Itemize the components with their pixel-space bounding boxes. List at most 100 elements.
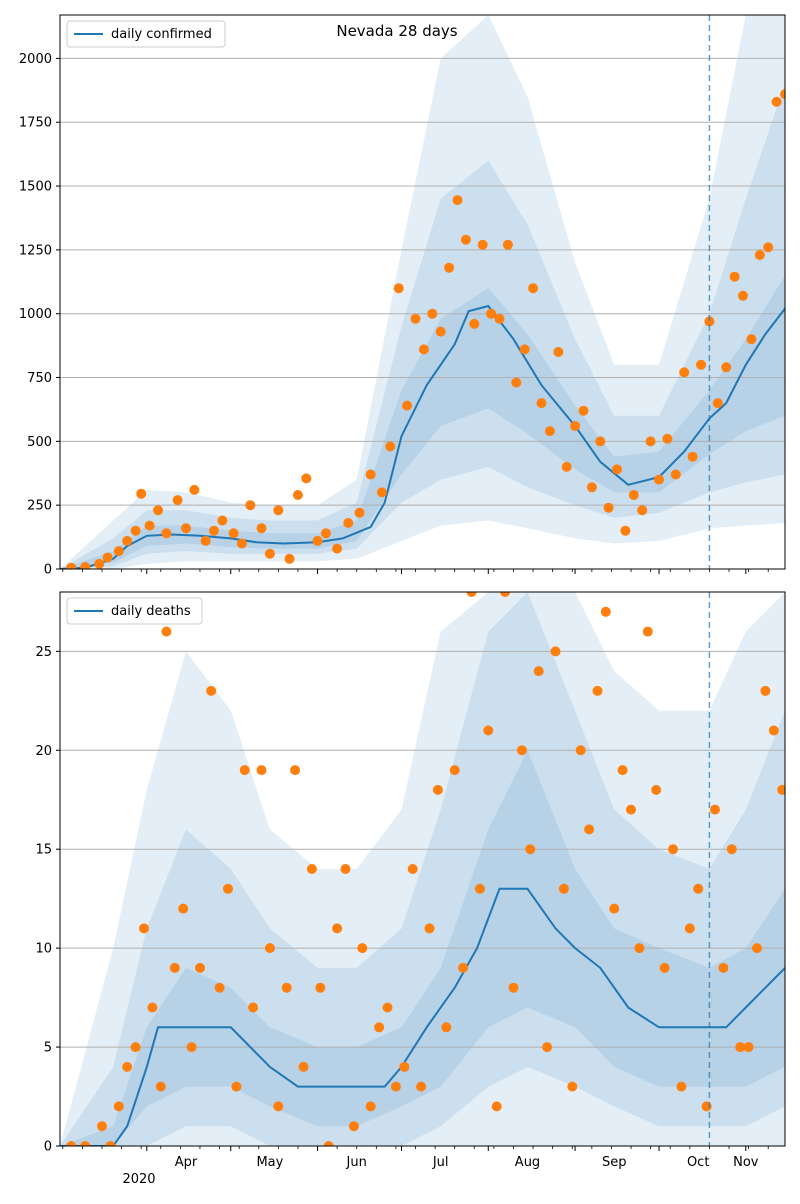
deaths-data-point — [684, 923, 695, 934]
confirmed-data-point — [200, 535, 211, 546]
confirmed-data-point — [320, 528, 331, 539]
deaths-data-point — [298, 1061, 309, 1072]
deaths-data-point — [161, 626, 172, 637]
deaths-data-point — [634, 943, 645, 954]
deaths-data-point — [533, 666, 544, 677]
confirmed-data-point — [511, 377, 522, 388]
confirmed-data-point — [418, 344, 429, 355]
confirmed-data-point — [612, 464, 622, 475]
confirmed-data-point — [365, 469, 376, 480]
confirmed-data-point — [172, 495, 183, 506]
confirmed-data-point — [435, 326, 446, 337]
deaths-axes-frame — [59, 591, 786, 1147]
confirmed-data-point — [385, 441, 396, 452]
deaths-data-point — [575, 745, 586, 756]
deaths-data-point — [231, 1081, 242, 1092]
confirmed-data-point — [536, 398, 547, 409]
deaths-data-point — [491, 1101, 502, 1112]
deaths-line-group — [60, 887, 785, 1146]
deaths-data-point — [357, 943, 368, 954]
deaths-data-point — [592, 685, 603, 696]
confirmed-data-point — [66, 562, 77, 569]
x-month-label: May — [256, 1155, 283, 1170]
confirmed-data-point — [94, 558, 105, 569]
confirmed-data-point — [553, 347, 564, 357]
confirmed-y-tick-label: 500 — [27, 435, 52, 450]
confirmed-data-point — [519, 344, 530, 355]
deaths-data-point — [223, 883, 233, 894]
deaths-data-point — [323, 1141, 334, 1146]
deaths-y-tick-label: 25 — [35, 645, 52, 660]
confirmed-y-tick-label: 1500 — [19, 180, 52, 195]
deaths-data-point — [315, 982, 326, 993]
deaths-y-ticks: 0 5 10 15 20 25 — [35, 645, 60, 1155]
confirmed-bands — [60, 15, 785, 569]
deaths-data-point — [516, 745, 527, 756]
deaths-data-point — [676, 1081, 687, 1092]
confirmed-data-point — [264, 548, 275, 559]
x-month-label: Oct — [687, 1155, 709, 1170]
confirmed-data-point — [228, 528, 239, 539]
confirmed-data-point — [209, 525, 219, 536]
deaths-data-point — [752, 943, 762, 954]
confirmed-data-point — [245, 500, 256, 511]
deaths-data-point — [66, 1141, 77, 1146]
confirmed-data-point — [578, 405, 589, 416]
confirmed-data-point — [746, 334, 757, 345]
confirmed-data-point — [771, 96, 782, 107]
deaths-data-point — [609, 903, 620, 914]
deaths-data-point — [626, 804, 636, 815]
deaths-x-ticks — [62, 1146, 769, 1151]
deaths-data-point — [718, 962, 729, 973]
x-month-label: Apr — [175, 1155, 198, 1170]
confirmed-data-point — [586, 482, 597, 493]
deaths-data-point — [340, 864, 351, 874]
deaths-legend: daily deaths — [66, 597, 203, 625]
confirmed-data-point — [645, 436, 656, 447]
deaths-data-point — [777, 784, 785, 795]
confirmed-data-point — [704, 316, 715, 327]
confirmed-data-point — [620, 525, 631, 536]
deaths-panel: 0 5 10 15 20 25 daily deaths — [35, 591, 786, 1155]
confirmed-band-2 — [60, 275, 785, 569]
confirmed-data-point — [696, 359, 706, 370]
confirmed-data-point — [628, 490, 639, 500]
confirmed-data-point — [136, 488, 147, 499]
confirmed-data-point — [332, 543, 343, 554]
deaths-data-point — [365, 1101, 376, 1112]
deaths-data-point — [558, 883, 569, 894]
deaths-data-point — [390, 1081, 401, 1092]
deaths-data-point — [584, 824, 595, 835]
confirmed-data-point — [113, 546, 124, 557]
x-axis-year-label: 2020 — [122, 1172, 155, 1187]
confirmed-data-point — [161, 528, 172, 539]
confirmed-data-point — [153, 505, 163, 516]
deaths-data-point — [416, 1081, 427, 1092]
deaths-data-point — [248, 1002, 259, 1013]
confirmed-data-point — [528, 283, 539, 294]
confirmed-y-tick-label: 750 — [27, 371, 52, 386]
deaths-data-point — [466, 592, 477, 597]
deaths-data-point — [768, 725, 779, 736]
deaths-data-point — [105, 1141, 116, 1146]
deaths-data-point — [600, 606, 611, 617]
confirmed-data-point — [477, 239, 488, 250]
deaths-data-point — [550, 646, 561, 657]
x-month-label: Aug — [515, 1155, 540, 1170]
confirmed-y-tick-label: 2000 — [19, 52, 52, 67]
deaths-data-point — [147, 1002, 158, 1013]
deaths-data-point — [139, 923, 149, 934]
deaths-data-point — [113, 1101, 124, 1112]
deaths-data-point — [382, 1002, 393, 1013]
confirmed-legend-label: daily confirmed — [111, 27, 212, 42]
deaths-data-point — [441, 1022, 452, 1033]
confirmed-data-point — [561, 461, 572, 472]
deaths-data-point — [760, 685, 771, 696]
confirmed-data-point — [284, 553, 295, 564]
x-axis-month-labels: Apr May Jun Jul Aug Sep Oct Nov — [175, 1155, 759, 1170]
deaths-data-point — [449, 765, 460, 776]
confirmed-data-point — [712, 398, 723, 409]
confirmed-data-point — [122, 535, 133, 546]
deaths-data-point — [525, 844, 536, 855]
